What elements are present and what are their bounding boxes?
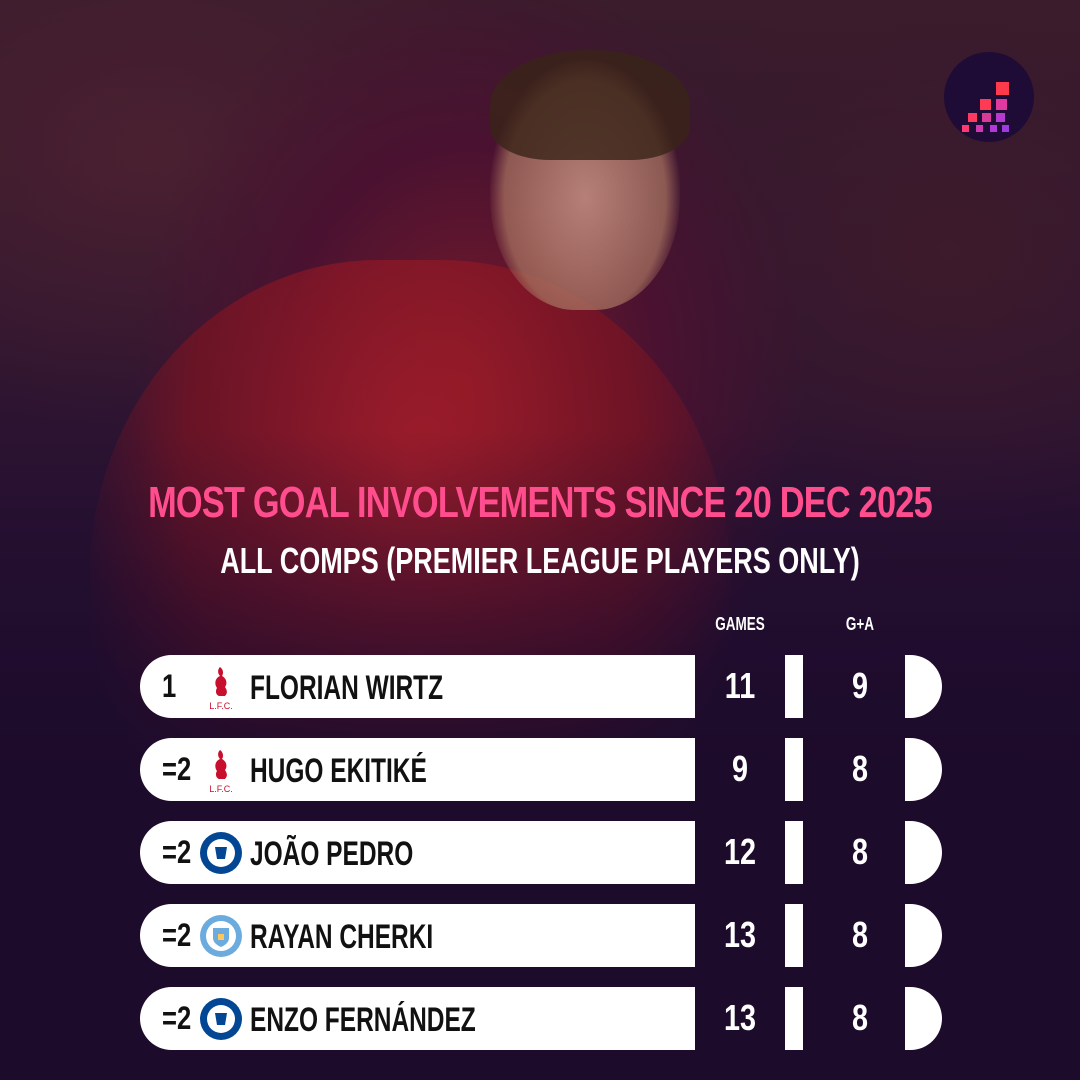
row-name-pill xyxy=(140,655,695,718)
player-hair xyxy=(490,50,690,160)
table-row: =2 ENZO FERNÁNDEZ 13 8 xyxy=(140,987,942,1050)
row-end-cap xyxy=(905,987,942,1050)
liverpool-crest: L.F.C. xyxy=(198,663,244,711)
column-header-games: GAMES xyxy=(715,614,765,634)
svg-text:L.F.C.: L.F.C. xyxy=(209,701,233,711)
row-separator xyxy=(785,904,803,967)
brand-logo-icon xyxy=(944,52,1034,142)
player-name: ENZO FERNÁNDEZ xyxy=(250,1001,476,1039)
table-row: 1 L.F.C. FLORIAN WIRTZ 11 9 xyxy=(140,655,942,718)
rank: =2 xyxy=(162,751,192,787)
svg-text:L.F.C.: L.F.C. xyxy=(209,784,233,794)
chelsea-crest xyxy=(198,995,244,1043)
rank: =2 xyxy=(162,917,192,953)
row-separator xyxy=(785,655,803,718)
table-row: =2 L.F.C. HUGO EKITIKÉ 9 8 xyxy=(140,738,942,801)
games-value: 11 xyxy=(724,665,756,706)
row-end-cap xyxy=(905,738,942,801)
row-end-cap xyxy=(905,821,942,884)
player-name: HUGO EKITIKÉ xyxy=(250,752,427,790)
ga-value: 8 xyxy=(851,831,869,872)
table-row: =2 JOÃO PEDRO 12 8 xyxy=(140,821,942,884)
games-value: 12 xyxy=(723,831,757,872)
games-value: 13 xyxy=(723,997,757,1038)
row-name-pill xyxy=(140,738,695,801)
liverpool-crest: L.F.C. xyxy=(198,746,244,794)
row-separator xyxy=(785,738,803,801)
ga-value: 8 xyxy=(851,914,869,955)
player-name: JOÃO PEDRO xyxy=(250,835,414,873)
ga-value: 9 xyxy=(851,665,869,706)
column-header-ga: G+A xyxy=(845,614,875,634)
player-name: RAYAN CHERKI xyxy=(250,918,434,956)
subtitle: ALL COMPS (PREMIER LEAGUE PLAYERS ONLY) xyxy=(220,540,860,581)
row-end-cap xyxy=(905,904,942,967)
player-name: FLORIAN WIRTZ xyxy=(250,669,444,707)
row-separator xyxy=(785,987,803,1050)
man-city-crest xyxy=(198,912,244,960)
chelsea-crest xyxy=(198,829,244,877)
row-separator xyxy=(785,821,803,884)
ga-value: 8 xyxy=(851,748,869,789)
ga-value: 8 xyxy=(851,997,869,1038)
rank: =2 xyxy=(162,1000,192,1036)
rank: 1 xyxy=(162,668,177,704)
row-end-cap xyxy=(905,655,942,718)
rank: =2 xyxy=(162,834,192,870)
games-value: 13 xyxy=(723,914,757,955)
table-row: =2 RAYAN CHERKI 13 8 xyxy=(140,904,942,967)
games-value: 9 xyxy=(731,748,749,789)
title: MOST GOAL INVOLVEMENTS SINCE 20 DEC 2025 xyxy=(148,478,933,527)
